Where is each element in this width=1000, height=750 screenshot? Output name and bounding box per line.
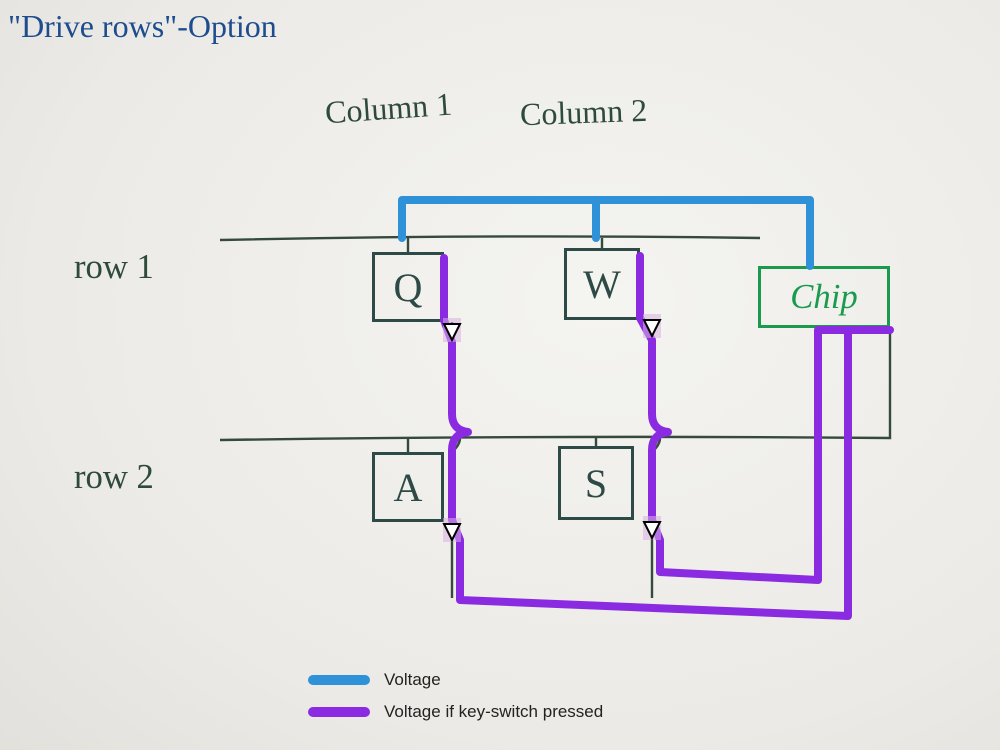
- key-w: W: [564, 248, 640, 320]
- legend-voltage: Voltage: [308, 670, 441, 690]
- legend-pressed-swatch: [308, 707, 370, 717]
- label-column-2: Column 2: [519, 92, 647, 133]
- page-title: "Drive rows"-Option: [8, 8, 277, 45]
- chip-box: Chip: [758, 266, 890, 328]
- key-q: Q: [372, 252, 444, 322]
- label-row-2: row 2: [74, 458, 154, 497]
- legend-voltage-label: Voltage: [384, 670, 441, 690]
- legend-voltage-pressed: Voltage if key-switch pressed: [308, 702, 603, 722]
- paper-background: [0, 0, 1000, 750]
- legend-pressed-label: Voltage if key-switch pressed: [384, 702, 603, 722]
- key-a: A: [372, 452, 444, 522]
- legend-voltage-swatch: [308, 675, 370, 685]
- label-row-1: row 1: [74, 248, 154, 287]
- key-s: S: [558, 446, 634, 520]
